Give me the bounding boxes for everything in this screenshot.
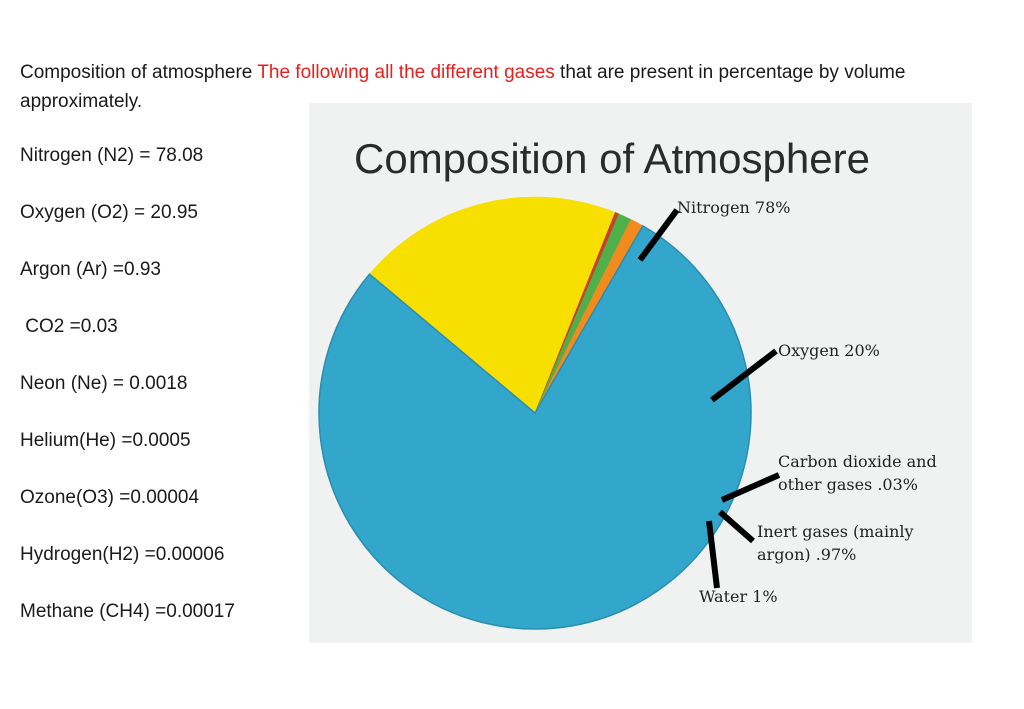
pie-slice-nitrogen [318,224,752,630]
callout-label-water: Water 1% [699,587,778,606]
callout-label-oxygen: Oxygen 20% [778,341,880,360]
callout-label-inert: Inert gases (mainly argon) .97% [757,522,914,564]
gas-list: Nitrogen (N2) = 78.08 Oxygen (O2) = 20.9… [20,141,235,654]
gas-item-helium: Helium(He) =0.0005 [20,430,191,451]
leader-line-water [706,520,720,589]
pie-slices [318,196,752,630]
callout-labels: Oxygen 20% Carbon dioxide and other gases … [677,198,937,606]
leader-line-oxygen [710,348,778,403]
intro-paragraph: Composition of atmosphere The following … [20,58,1000,116]
callout-leaders [637,208,781,589]
pie-chart: Composition of Atmosphere Oxygen 20% Carb… [318,135,937,630]
gas-item-neon: Neon (Ne) = 0.0018 [20,373,188,394]
gas-item-argon: Argon (Ar) =0.93 [20,259,161,280]
chart-panel: Composition of Atmosphere Oxygen 20% Carb… [309,103,972,643]
pie-slice-oxygen [369,196,616,414]
callout-label-carbon: Carbon dioxide and other gases .03% [778,452,937,494]
leader-line-inert [718,509,755,544]
gas-item-co2: CO2 =0.03 [20,316,118,337]
intro-text-part1: Composition of atmosphere [20,62,258,83]
leader-line-carbon [720,472,781,503]
callout-label-nitrogen: Nitrogen 78% [677,198,791,217]
gas-item-hydrogen: Hydrogen(H2) =0.00006 [20,544,225,565]
chart-title: Composition of Atmosphere [354,135,870,182]
intro-text-part2: that are present in percentage by volume… [20,62,906,112]
intro-highlight: The following all the different gases [257,62,555,83]
gas-item-ozone: Ozone(O3) =0.00004 [20,487,200,508]
leader-line-nitrogen [637,208,680,262]
gas-item-methane: Methane (CH4) =0.00017 [20,601,235,622]
gas-item-nitrogen: Nitrogen (N2) = 78.08 [20,145,204,166]
gas-item-oxygen: Oxygen (O2) = 20.95 [20,202,198,223]
